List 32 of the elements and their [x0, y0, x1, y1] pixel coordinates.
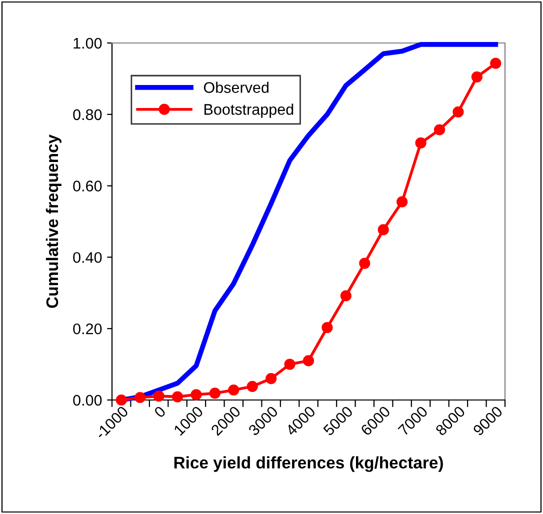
y-tick-label: 0.60 — [73, 180, 102, 192]
point — [284, 358, 296, 370]
point — [172, 391, 184, 402]
legend-label: Observed — [204, 82, 268, 93]
point — [490, 58, 502, 69]
point — [134, 392, 146, 404]
point — [302, 355, 314, 366]
x-axis-title: Rice yield differences (kg/hectare) — [174, 456, 443, 472]
x-tick-label: 0 — [153, 405, 166, 418]
point — [116, 394, 127, 406]
point — [378, 224, 389, 236]
point — [415, 137, 426, 149]
y-tick-label: 0.20 — [73, 323, 102, 334]
point — [434, 124, 446, 136]
point — [471, 71, 482, 82]
y-tick-label: 1.00 — [74, 38, 102, 49]
point — [190, 389, 202, 400]
point — [359, 258, 370, 269]
point — [209, 388, 220, 399]
point — [452, 106, 464, 118]
point — [266, 373, 277, 384]
point — [153, 390, 164, 402]
point — [246, 380, 258, 392]
legend-label: Bootstrapped — [204, 104, 294, 118]
point — [228, 384, 240, 396]
point — [322, 322, 333, 334]
y-axis-title: Cumulative frequency — [46, 134, 62, 308]
y-tick-label: 0.80 — [73, 109, 102, 120]
point — [396, 196, 408, 208]
point — [340, 290, 352, 302]
y-tick-label: 0.00 — [73, 394, 102, 406]
y-tick-label: 0.40 — [73, 252, 102, 263]
